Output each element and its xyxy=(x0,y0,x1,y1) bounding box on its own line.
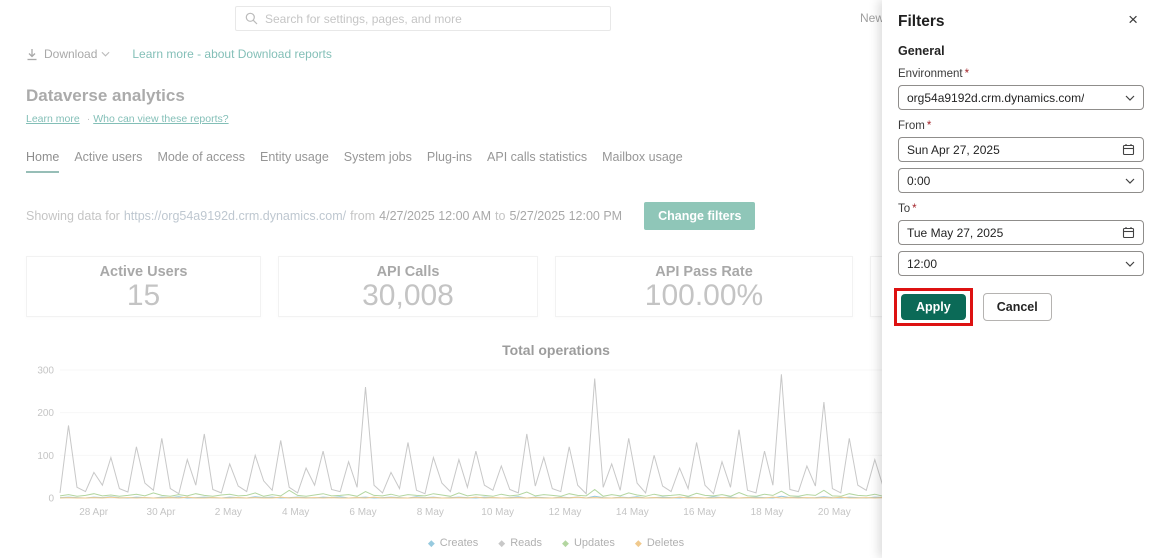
svg-text:20 May: 20 May xyxy=(818,507,851,518)
svg-text:28 Apr: 28 Apr xyxy=(79,507,109,518)
calendar-icon xyxy=(1122,227,1135,239)
chevron-down-icon xyxy=(1125,95,1135,101)
from-time-dropdown[interactable]: 0:00 xyxy=(898,168,1144,193)
tab-api-calls-statistics[interactable]: API calls statistics xyxy=(487,150,588,164)
required-asterisk: * xyxy=(964,68,970,80)
legend-item-creates[interactable]: ◆ Creates xyxy=(428,537,478,549)
environment-dropdown[interactable]: org54a9192d.crm.dynamics.com/ xyxy=(898,85,1144,110)
annotation-apply-highlight: Apply xyxy=(894,288,973,326)
total-operations-chart: Total operations 0 100 200 300 28 Apr 30 Apr 2… xyxy=(26,336,882,558)
chevron-down-icon xyxy=(1125,178,1135,184)
calendar-icon xyxy=(1122,144,1135,156)
link-separator: · xyxy=(86,113,91,125)
tab-system-jobs[interactable]: System jobs xyxy=(343,150,412,164)
status-from-word: from xyxy=(350,209,376,223)
search-icon xyxy=(245,12,258,25)
from-time-value: 0:00 xyxy=(907,173,931,188)
svg-text:18 May: 18 May xyxy=(751,507,784,518)
svg-text:10 May: 10 May xyxy=(481,507,514,518)
required-asterisk: * xyxy=(912,203,917,215)
card-active-users: Active Users 15 xyxy=(26,256,261,317)
svg-text:14 May: 14 May xyxy=(616,507,649,518)
svg-text:2 May: 2 May xyxy=(215,507,242,518)
environment-value: org54a9192d.crm.dynamics.com/ xyxy=(907,90,1085,105)
card-title: API Pass Rate xyxy=(655,264,753,280)
tab-plug-ins[interactable]: Plug-ins xyxy=(426,150,473,164)
legend-label: Reads xyxy=(510,537,543,549)
svg-text:0: 0 xyxy=(48,494,54,505)
card-api-calls: API Calls 30,008 xyxy=(278,256,538,317)
svg-text:300: 300 xyxy=(37,366,54,377)
filters-panel-title: Filters xyxy=(898,13,945,30)
card-value: 100.00% xyxy=(644,279,764,312)
from-date-field[interactable]: Sun Apr 27, 2025 xyxy=(898,137,1144,162)
page-title: Dataverse analytics xyxy=(26,86,185,105)
from-date-value: Sun Apr 27, 2025 xyxy=(907,142,1000,157)
to-time-value: 12:00 xyxy=(907,256,938,271)
svg-text:16 May: 16 May xyxy=(683,507,716,518)
status-to-word: to xyxy=(495,209,506,223)
from-label: From * xyxy=(898,120,932,132)
card-api-pass-rate: API Pass Rate 100.00% xyxy=(555,256,853,317)
apply-button[interactable]: Apply xyxy=(901,294,966,320)
card-value: 15 xyxy=(126,279,161,312)
card-value: 30,008 xyxy=(362,279,454,312)
who-can-view-link[interactable]: Who can view these reports? xyxy=(93,113,229,125)
chevron-down-icon xyxy=(101,51,110,57)
legend-item-updates[interactable]: ◆ Updates xyxy=(562,537,615,549)
legend-item-deletes[interactable]: ◆ Deletes xyxy=(635,537,684,549)
cancel-button[interactable]: Cancel xyxy=(982,293,1052,321)
to-date-field[interactable]: Tue May 27, 2025 xyxy=(898,220,1144,245)
tab-entity-usage[interactable]: Entity usage xyxy=(259,150,329,164)
status-prefix: Showing data for xyxy=(26,209,120,223)
to-time-dropdown[interactable]: 12:00 xyxy=(898,251,1144,276)
environment-label: Environment * xyxy=(898,68,970,80)
chevron-down-icon xyxy=(1125,261,1135,267)
tab-mailbox-usage[interactable]: Mailbox usage xyxy=(602,150,683,164)
status-from-date: 4/27/2025 12:00 AM xyxy=(379,209,492,223)
legend-label: Updates xyxy=(573,537,615,549)
svg-text:8 May: 8 May xyxy=(417,507,444,518)
status-environment-url: https://org54a9192d.crm.dynamics.com/ xyxy=(123,209,347,223)
svg-text:6 May: 6 May xyxy=(349,507,376,518)
svg-text:200: 200 xyxy=(37,408,54,419)
legend-label: Deletes xyxy=(646,537,685,549)
legend-label: Creates xyxy=(439,537,479,549)
analytics-tabs: Home Active users Mode of access Entity … xyxy=(26,150,683,173)
svg-text:12 May: 12 May xyxy=(549,507,582,518)
close-icon[interactable]: × xyxy=(1128,10,1138,29)
tab-mode-of-access[interactable]: Mode of access xyxy=(157,150,245,164)
svg-text:4 May: 4 May xyxy=(282,507,309,518)
download-reports-learn-more-link[interactable]: Learn more - about Download reports xyxy=(132,47,332,61)
change-filters-button[interactable]: Change filters xyxy=(644,202,756,230)
svg-text:30 Apr: 30 Apr xyxy=(147,507,177,518)
legend-item-reads[interactable]: ◆ Reads xyxy=(498,537,542,549)
status-to-date: 5/27/2025 12:00 PM xyxy=(509,209,623,223)
legend-marker-icon: ◆ xyxy=(498,537,506,548)
required-asterisk: * xyxy=(926,120,932,132)
svg-text:100: 100 xyxy=(37,451,54,462)
chart-legend: ◆ Creates ◆ Reads ◆ Updates ◆ Deletes xyxy=(26,537,882,549)
download-icon xyxy=(27,48,37,60)
legend-marker-icon: ◆ xyxy=(427,537,435,548)
legend-marker-icon: ◆ xyxy=(634,537,642,548)
tab-home[interactable]: Home xyxy=(26,150,60,173)
download-button[interactable]: Download xyxy=(44,47,98,61)
search-input[interactable] xyxy=(265,11,601,26)
main-content: New... Download Learn more - about Downl… xyxy=(26,6,1090,558)
legend-marker-icon: ◆ xyxy=(562,537,569,548)
learn-more-link[interactable]: Learn more xyxy=(26,113,80,125)
operations-line-chart: 0 100 200 300 28 Apr 30 Apr 2 May 4 May 6 May 8 M… xyxy=(37,366,882,518)
general-section-title: General xyxy=(898,44,945,58)
to-label: To * xyxy=(898,203,917,215)
chart-title: Total operations xyxy=(502,342,610,358)
filters-panel: Filters × General Environment * org54a919… xyxy=(882,0,1152,558)
tab-active-users[interactable]: Active users xyxy=(74,150,143,164)
global-search[interactable] xyxy=(235,6,611,31)
card-title: API Calls xyxy=(376,264,440,280)
to-date-value: Tue May 27, 2025 xyxy=(907,225,1004,240)
card-title: Active Users xyxy=(99,264,188,280)
